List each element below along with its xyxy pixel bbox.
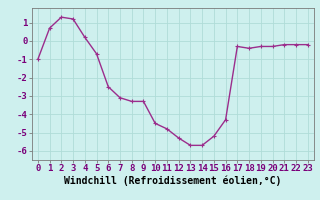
X-axis label: Windchill (Refroidissement éolien,°C): Windchill (Refroidissement éolien,°C) — [64, 176, 282, 186]
